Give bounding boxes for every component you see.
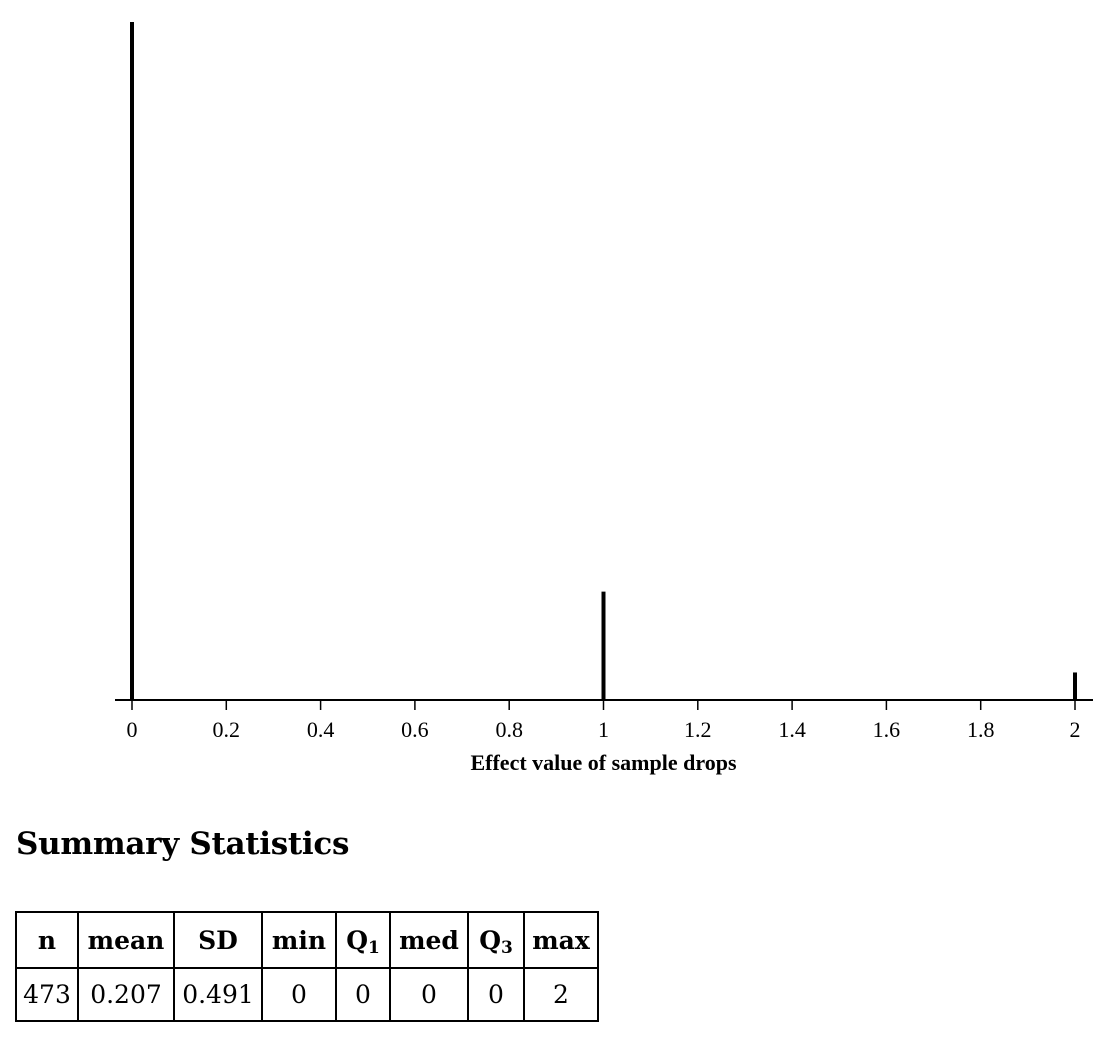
header-q3-base: Q	[479, 925, 501, 955]
bars	[130, 22, 1077, 700]
value-q3: 0	[467, 967, 525, 1022]
x-tick-label: 0.8	[495, 717, 523, 742]
x-tick-label: 1	[598, 717, 609, 742]
summary-table: n mean SD min Q1 med Q3 max 473 0.207 0.…	[15, 911, 599, 1022]
header-q1-base: Q	[346, 925, 368, 955]
value-mean: 0.207	[77, 967, 175, 1022]
x-tick-label: 0.2	[213, 717, 241, 742]
value-min: 0	[261, 967, 337, 1022]
summary-value-row: 473 0.207 0.491 0 0 0 0 2	[15, 967, 599, 1022]
x-axis-title: Effect value of sample drops	[470, 750, 736, 775]
x-axis-ticks: 0 0.2 0.4 0.6 0.8 1 1.2 1.4 1.6 1.8 2	[127, 700, 1081, 742]
header-mean: mean	[77, 911, 175, 969]
x-tick-label: 0.4	[307, 717, 335, 742]
value-max: 2	[523, 967, 599, 1022]
header-q1: Q1	[335, 911, 391, 969]
x-tick-label: 1.8	[967, 717, 995, 742]
header-med: med	[389, 911, 469, 969]
header-max: max	[523, 911, 599, 969]
header-q1-sub: 1	[367, 937, 380, 958]
x-tick-label: 1.2	[684, 717, 712, 742]
header-q3-sub: 3	[500, 937, 513, 958]
x-tick-label: 1.6	[873, 717, 901, 742]
value-q1: 0	[335, 967, 391, 1022]
summary-heading: Summary Statistics	[16, 826, 350, 862]
value-n: 473	[15, 967, 79, 1022]
value-sd: 0.491	[173, 967, 263, 1022]
x-tick-label: 1.4	[778, 717, 806, 742]
x-tick-label: 0.6	[401, 717, 429, 742]
x-tick-label: 0	[127, 717, 138, 742]
histogram-chart: 0 0.2 0.4 0.6 0.8 1 1.2 1.4 1.6 1.8 2 Effect value…	[115, 22, 1093, 775]
summary-header-row: n mean SD min Q1 med Q3 max	[15, 911, 599, 969]
x-tick-label: 2	[1070, 717, 1081, 742]
header-min: min	[261, 911, 337, 969]
header-n: n	[15, 911, 79, 969]
header-q3: Q3	[467, 911, 525, 969]
header-sd: SD	[173, 911, 263, 969]
value-med: 0	[389, 967, 469, 1022]
